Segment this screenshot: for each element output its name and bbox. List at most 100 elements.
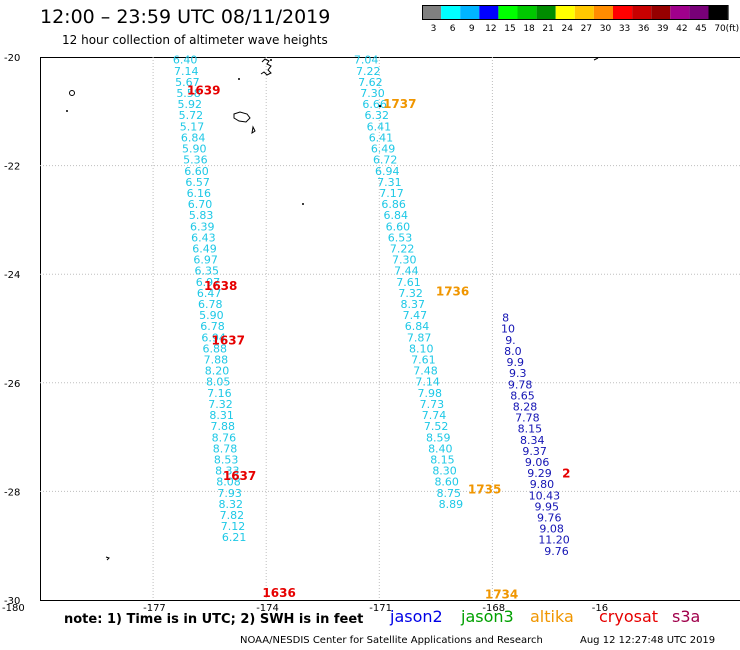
wave-height-value: 8.40 [428,442,453,455]
wave-height-value: 9.95 [535,500,560,513]
island [105,556,110,561]
wave-height-value: 6.70 [188,198,213,211]
lon-tick-label: -174 [256,603,279,614]
wave-height-value: 7.17 [379,187,404,200]
legend-swatch [613,5,633,19]
wave-height-value: 7.61 [411,354,436,367]
wave-height-value: 7.16 [207,387,232,400]
wave-height-value: 6.40 [173,54,198,67]
wave-height-value: 7.88 [211,420,236,433]
wave-height-value: 7.74 [422,409,447,422]
wave-height-value: 8.34 [520,434,545,447]
wave-height-value: 6.43 [191,231,216,244]
wave-height-value: 7.14 [415,376,440,389]
legend-swatch [670,5,690,19]
wave-height-value: 5.92 [177,98,202,111]
wave-height-value: 7.47 [403,309,428,322]
wave-height-value: 8.76 [212,431,237,444]
wave-height-value: 6.86 [381,198,406,211]
legend-label: 42 [676,24,687,34]
wave-height-value: 9. [505,334,516,347]
satellite-label-jason3: jason3 [461,607,514,626]
wave-height-value: 6.94 [375,165,400,178]
lat-tick-label: -28 [4,487,20,498]
wave-height-value: 7.30 [392,254,417,267]
wave-height-value: 9.80 [530,478,555,491]
wave-height-value: 6.60 [184,165,209,178]
legend-label: 21 [542,24,553,34]
wave-height-value: 8 [502,312,509,325]
pass-time-label: 1639 [187,84,220,98]
lat-tick-label: -24 [4,270,20,281]
wave-height-value: 6.84 [181,131,206,144]
wave-height-value: 7.48 [413,365,438,378]
wave-height-value: 8.20 [205,365,230,378]
wave-height-value: 8.60 [434,476,459,489]
wave-height-value: 5.67 [175,76,200,89]
island [251,125,256,135]
wave-height-value: 7.62 [358,76,383,89]
wave-height-value: 5.83 [189,209,214,222]
wave-height-value: 8.05 [206,376,231,389]
wave-height-value: 7.98 [417,387,442,400]
wave-height-value: 6.84 [405,320,430,333]
wave-height-value: 7.88 [204,354,229,367]
wave-height-value: 10 [501,323,515,336]
legend-label: 9 [469,24,475,34]
legend-label: 3 [431,24,437,34]
island [270,59,272,61]
pass-time-label: 1637 [223,469,256,483]
wave-height-value: 6.35 [195,265,220,278]
legend-swatch [689,5,709,19]
legend-label: 24 [562,24,574,34]
wave-height-value: 8.28 [513,400,538,413]
satellite-label-altika: altika [530,607,574,626]
wave-height-value: 8.15 [430,453,455,466]
wave-height-value: 8.65 [510,389,535,402]
map-grid [40,57,740,600]
legend-swatch [460,5,480,19]
wave-height-value: 7.31 [377,176,402,189]
page-title: 12:00 – 23:59 UTC 08/11/2019 [40,6,331,28]
wave-height-value: 9.08 [539,523,564,536]
wave-height-value: 7.52 [424,420,449,433]
color-legend: 3 6 9 12 15 18 21 24 27 30 33 36 39 42 45 70 (ft) [422,5,739,34]
wave-height-value: 9.06 [525,456,550,469]
note-text: note: 1) Time is in UTC; 2) SWH is in fe… [64,612,364,627]
page-subtitle: 12 hour collection of altimeter wave hei… [62,33,328,47]
wave-height-value: 7.14 [174,65,199,78]
lat-tick-label: -20 [4,53,20,64]
wave-height-value: 6.94 [201,331,226,344]
wave-height-value: 7.44 [394,265,419,278]
pass-time-label: 1637 [212,333,245,347]
lat-tick-label: -30 [4,596,20,607]
legend-label: 27 [581,24,592,34]
legend-swatch [574,5,594,19]
satellite-label-cryosat: cryosat [599,607,659,626]
legend-swatch [708,5,728,19]
legend-swatch [422,5,442,19]
wave-height-value: 6.88 [203,342,228,355]
wave-height-value: 7.32 [208,398,233,411]
wave-height-value: 6.66 [362,98,387,111]
wave-height-value: 9.76 [537,512,562,525]
island [260,58,272,76]
wave-height-value: 6.97 [196,276,221,289]
wave-height-value: 6.32 [364,109,389,122]
legend-swatch [632,5,652,19]
legend-swatch [479,5,499,19]
lon-tick-label: -177 [143,603,166,614]
wave-height-value: 7.12 [221,520,246,533]
lon-tick-label: -180 [2,603,25,614]
wave-height-value: 9.76 [544,545,569,558]
wave-height-value: 7.22 [390,242,415,255]
lat-tick-label: -22 [4,162,20,173]
wave-height-value: 8.0 [504,345,522,358]
satellite-label-jason2: jason2 [390,607,443,626]
wave-height-value: 6.78 [198,298,223,311]
wave-height-value: 6.84 [384,209,409,222]
land-outlines [66,57,599,561]
island [69,90,75,96]
wave-height-value: 5.36 [183,154,208,167]
